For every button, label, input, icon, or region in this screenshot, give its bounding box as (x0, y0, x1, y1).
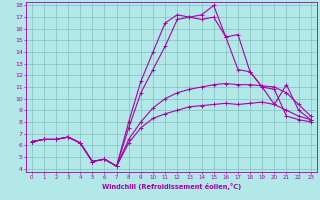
X-axis label: Windchill (Refroidissement éolien,°C): Windchill (Refroidissement éolien,°C) (101, 183, 241, 190)
